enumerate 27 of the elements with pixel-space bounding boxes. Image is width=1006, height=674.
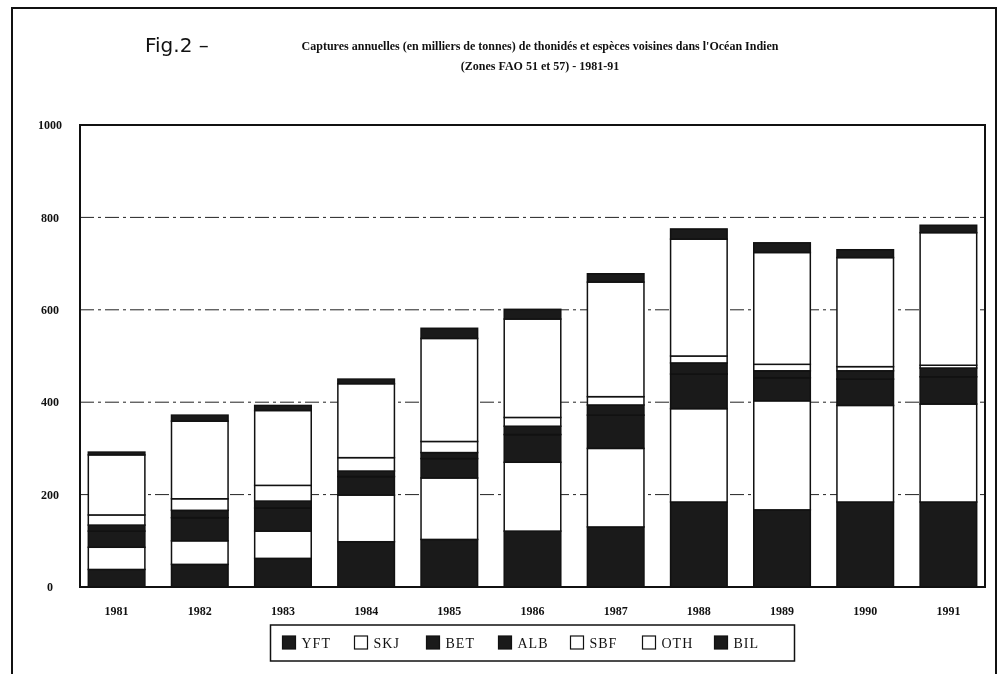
legend-label: SBF bbox=[589, 636, 618, 651]
y-tick-label: 0 bbox=[47, 580, 53, 595]
x-tick-label: 1984 bbox=[354, 604, 379, 618]
y-tick-label: 600 bbox=[41, 303, 59, 317]
x-tick-label: 1983 bbox=[270, 604, 295, 618]
caption: Fig.2 – bbox=[145, 33, 209, 57]
legend-label: BIL bbox=[733, 636, 760, 651]
legend-label: SKJ bbox=[373, 636, 400, 651]
y-tick-label: 1000 bbox=[38, 118, 62, 133]
x-tick-label: 1986 bbox=[520, 604, 545, 618]
y-tick-label: 200 bbox=[41, 487, 59, 502]
x-tick-label: 1991 bbox=[936, 604, 961, 618]
chart-title: Captures annuelles (en milliers de tonnes) de thonidés et espèces voisines dans l'Océan Indien bbox=[301, 39, 779, 53]
legend-label: ALB bbox=[517, 636, 549, 651]
y-tick-label: 800 bbox=[41, 210, 59, 225]
y-tick-label: 400 bbox=[41, 395, 59, 410]
x-tick-label: 1990 bbox=[853, 604, 878, 618]
legend-label: YFT bbox=[301, 636, 331, 651]
x-tick-label: 1982 bbox=[187, 604, 212, 618]
legend-label: OTH bbox=[661, 636, 694, 651]
chart-subtitle: (Zones FAO 51 et 57) - 1981-91 bbox=[460, 59, 620, 73]
x-tick-label: 1981 bbox=[104, 604, 129, 618]
x-tick-label: 1988 bbox=[686, 604, 711, 618]
x-tick-label: 1989 bbox=[770, 604, 795, 618]
x-tick-label: 1985 bbox=[437, 604, 462, 618]
x-tick-label: 1987 bbox=[603, 604, 628, 618]
legend-label: BET bbox=[445, 636, 475, 651]
